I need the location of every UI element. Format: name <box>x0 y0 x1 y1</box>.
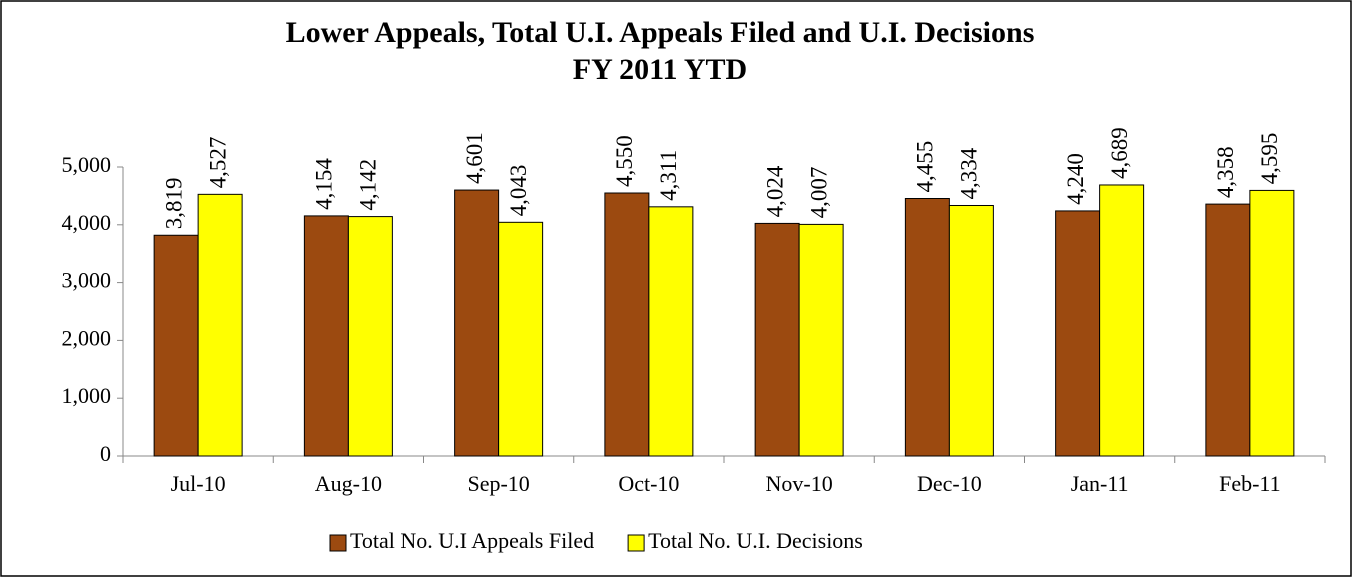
data-label: 4,007 <box>806 167 831 219</box>
data-label: 4,142 <box>356 159 381 211</box>
y-tick-label: 1,000 <box>62 383 112 408</box>
x-tick-label: Jan-11 <box>1071 471 1129 496</box>
bar <box>1099 184 1145 457</box>
data-label: 4,527 <box>205 137 230 189</box>
data-label: 4,043 <box>506 165 531 217</box>
data-label: 4,240 <box>1063 153 1088 205</box>
bar <box>948 204 994 457</box>
bar <box>798 223 844 457</box>
x-tick-label: Feb-11 <box>1219 471 1281 496</box>
bar <box>904 198 950 457</box>
bar <box>197 193 243 457</box>
x-tick-label: Oct-10 <box>618 471 679 496</box>
data-label: 4,358 <box>1213 146 1238 198</box>
legend-label: Total No. U.I. Decisions <box>648 528 863 553</box>
bar <box>347 216 393 457</box>
bar <box>1055 210 1101 457</box>
bar <box>604 192 650 457</box>
y-tick-label: 4,000 <box>62 210 112 235</box>
bar <box>754 222 800 457</box>
data-label: 4,311 <box>656 150 681 201</box>
data-label: 4,689 <box>1107 127 1132 179</box>
legend-swatch <box>627 534 645 552</box>
y-tick-label: 2,000 <box>62 325 112 350</box>
data-label: 4,595 <box>1257 133 1282 185</box>
data-label: 4,024 <box>762 165 787 217</box>
bar <box>1249 189 1295 457</box>
bar <box>303 215 349 457</box>
y-tick-label: 3,000 <box>62 268 112 293</box>
bar <box>454 189 500 457</box>
y-tick-label: 5,000 <box>62 152 112 177</box>
bar <box>648 206 694 457</box>
bar <box>153 234 199 457</box>
bar <box>1205 203 1251 457</box>
bar <box>498 221 544 457</box>
x-tick-label: Dec-10 <box>917 471 982 496</box>
x-tick-label: Aug-10 <box>315 471 382 496</box>
x-tick-label: Sep-10 <box>467 471 529 496</box>
chart-title: Lower Appeals, Total U.I. Appeals Filed … <box>286 16 1035 49</box>
data-label: 4,334 <box>957 147 982 199</box>
legend-label: Total No. U.I Appeals Filed <box>350 528 594 553</box>
data-label: 4,455 <box>913 141 938 193</box>
data-label: 3,819 <box>161 178 186 230</box>
legend-swatch <box>329 534 347 552</box>
data-label: 4,154 <box>312 158 337 210</box>
data-label: 4,601 <box>462 132 487 184</box>
y-tick-label: 0 <box>100 441 111 466</box>
data-label: 4,550 <box>612 135 637 187</box>
x-tick-label: Nov-10 <box>766 471 833 496</box>
x-tick-label: Jul-10 <box>171 471 226 496</box>
chart-subtitle: FY 2011 YTD <box>573 53 747 86</box>
